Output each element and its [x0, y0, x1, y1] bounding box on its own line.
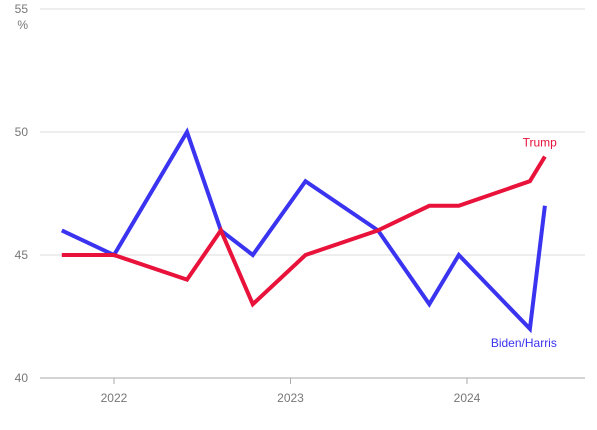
- x-tick-label: 2023: [277, 391, 304, 405]
- y-tick-label: 50: [15, 125, 29, 139]
- y-tick-label: 40: [15, 371, 29, 385]
- series-line-biden-harris: [60, 127, 547, 334]
- series-labels: Biden/Harris Trump: [491, 136, 557, 350]
- x-tick-label: 2024: [454, 391, 481, 405]
- series-lines: [60, 127, 547, 334]
- x-tick-label: 2022: [101, 391, 128, 405]
- series-label: Trump: [523, 136, 558, 150]
- series-label: Biden/Harris: [491, 336, 557, 350]
- y-tick-label: 45: [15, 248, 29, 262]
- x-axis: 2022 2023 2024: [101, 378, 481, 405]
- y-tick-label: 55: [15, 2, 29, 16]
- gridlines: 40 45 50 55%: [15, 2, 585, 385]
- y-unit-label: %: [17, 18, 28, 32]
- series-line-trump: [61, 155, 547, 308]
